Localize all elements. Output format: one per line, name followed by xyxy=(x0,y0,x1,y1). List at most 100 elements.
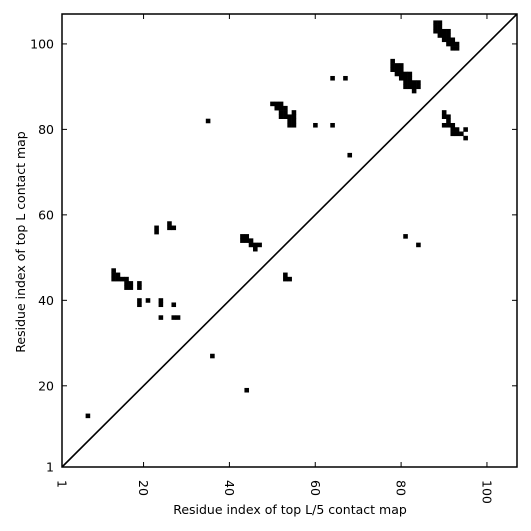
contact-cell xyxy=(441,114,447,119)
contact-cell xyxy=(407,84,413,90)
contact-cell xyxy=(441,28,447,34)
y-axis-ticks: 1 20 40 60 80 100 xyxy=(30,36,517,475)
contact-cell xyxy=(244,234,250,239)
contact-cell xyxy=(137,298,142,303)
contact-cell xyxy=(248,242,254,248)
contact-cell xyxy=(291,122,297,128)
contact-cell xyxy=(111,272,116,278)
contact-cell xyxy=(278,114,284,119)
contact-cell xyxy=(454,46,460,51)
x-tick-label: 40 xyxy=(222,480,237,496)
contact-cell xyxy=(240,238,245,243)
diagonal-line xyxy=(61,13,518,468)
contact-cell xyxy=(446,41,451,47)
y-axis-label: Residue index of top L contact map xyxy=(13,131,28,352)
contact-cell xyxy=(119,276,125,282)
contact-cell xyxy=(411,80,417,85)
y-tick-label: 20 xyxy=(38,378,54,393)
x-tick-label: 1 xyxy=(55,480,70,488)
contact-cell xyxy=(115,276,121,282)
contact-cell xyxy=(167,221,172,226)
contact-cell xyxy=(124,276,129,282)
contact-cell xyxy=(403,234,408,239)
contact-cell xyxy=(167,225,172,231)
contact-cell xyxy=(437,33,443,38)
contact-cell xyxy=(407,75,413,81)
contact-cell xyxy=(463,127,468,132)
contact-cell xyxy=(450,46,456,51)
contact-cell xyxy=(454,131,460,137)
contact-cell xyxy=(416,84,421,90)
y-tick-label: 1 xyxy=(46,460,54,475)
contact-cell xyxy=(313,122,318,128)
contact-cell xyxy=(411,84,417,90)
contact-cell xyxy=(390,58,395,64)
contact-cell xyxy=(394,67,400,72)
contact-cell xyxy=(450,37,456,43)
y-tick-label: 60 xyxy=(38,207,54,222)
contact-cell xyxy=(433,24,438,30)
contact-cell xyxy=(145,298,151,303)
x-axis-ticks: 1 20 40 60 80 100 xyxy=(55,14,494,504)
contact-cell xyxy=(111,276,116,282)
contact-cell xyxy=(446,33,451,38)
contact-cell xyxy=(446,114,451,119)
contact-cell xyxy=(394,71,400,77)
contact-cells xyxy=(85,20,468,419)
contact-cell xyxy=(459,131,464,137)
contact-cell xyxy=(441,33,447,38)
contact-cell xyxy=(403,80,408,85)
x-tick-label: 100 xyxy=(479,480,494,504)
contact-cell xyxy=(158,302,164,308)
contact-cell xyxy=(416,242,421,248)
contact-cell xyxy=(287,122,292,128)
contact-cell xyxy=(347,152,353,158)
contact-cell xyxy=(244,238,250,243)
contact-cell xyxy=(248,238,254,243)
contact-cell xyxy=(175,315,181,320)
contact-cell xyxy=(154,229,159,235)
x-tick-label: 60 xyxy=(308,480,323,496)
contact-cell xyxy=(158,315,164,320)
contact-cell xyxy=(137,285,142,290)
contact-cell xyxy=(244,387,250,393)
contact-cell xyxy=(343,75,348,81)
contact-cell xyxy=(450,41,456,47)
contact-cell xyxy=(283,114,288,119)
contact-cell xyxy=(253,242,258,248)
contact-cell xyxy=(394,63,400,68)
x-tick-label: 20 xyxy=(136,480,151,496)
contact-cell xyxy=(398,71,404,77)
contact-cell xyxy=(446,28,451,34)
contact-cell xyxy=(398,75,404,81)
contact-cell xyxy=(85,413,91,419)
contact-cell xyxy=(403,71,408,77)
contact-cell xyxy=(441,110,447,115)
contact-cell xyxy=(330,75,335,81)
contact-cell xyxy=(240,234,245,239)
contact-cell xyxy=(111,268,116,273)
contact-cell xyxy=(154,225,159,231)
contact-cell xyxy=(441,37,447,43)
contact-cell xyxy=(398,63,404,68)
contact-cell xyxy=(128,281,134,286)
contact-cell xyxy=(291,110,297,115)
contact-cell xyxy=(283,110,288,115)
contact-cell xyxy=(274,105,280,111)
contact-cell xyxy=(278,110,284,115)
contact-cell xyxy=(446,118,451,124)
contact-cell xyxy=(124,285,129,290)
plot-frame xyxy=(61,13,518,468)
contact-cell xyxy=(287,114,292,119)
contact-cell xyxy=(437,20,443,25)
contact-cell xyxy=(210,353,215,359)
contact-cell xyxy=(283,276,288,282)
x-axis-label: Residue index of top L/5 contact map xyxy=(173,502,407,517)
contact-cell xyxy=(437,28,443,34)
contact-cell xyxy=(137,302,142,308)
y-tick-label: 80 xyxy=(38,122,54,137)
contact-cell xyxy=(441,122,447,128)
contact-cell xyxy=(407,71,413,77)
contact-cell xyxy=(330,122,335,128)
